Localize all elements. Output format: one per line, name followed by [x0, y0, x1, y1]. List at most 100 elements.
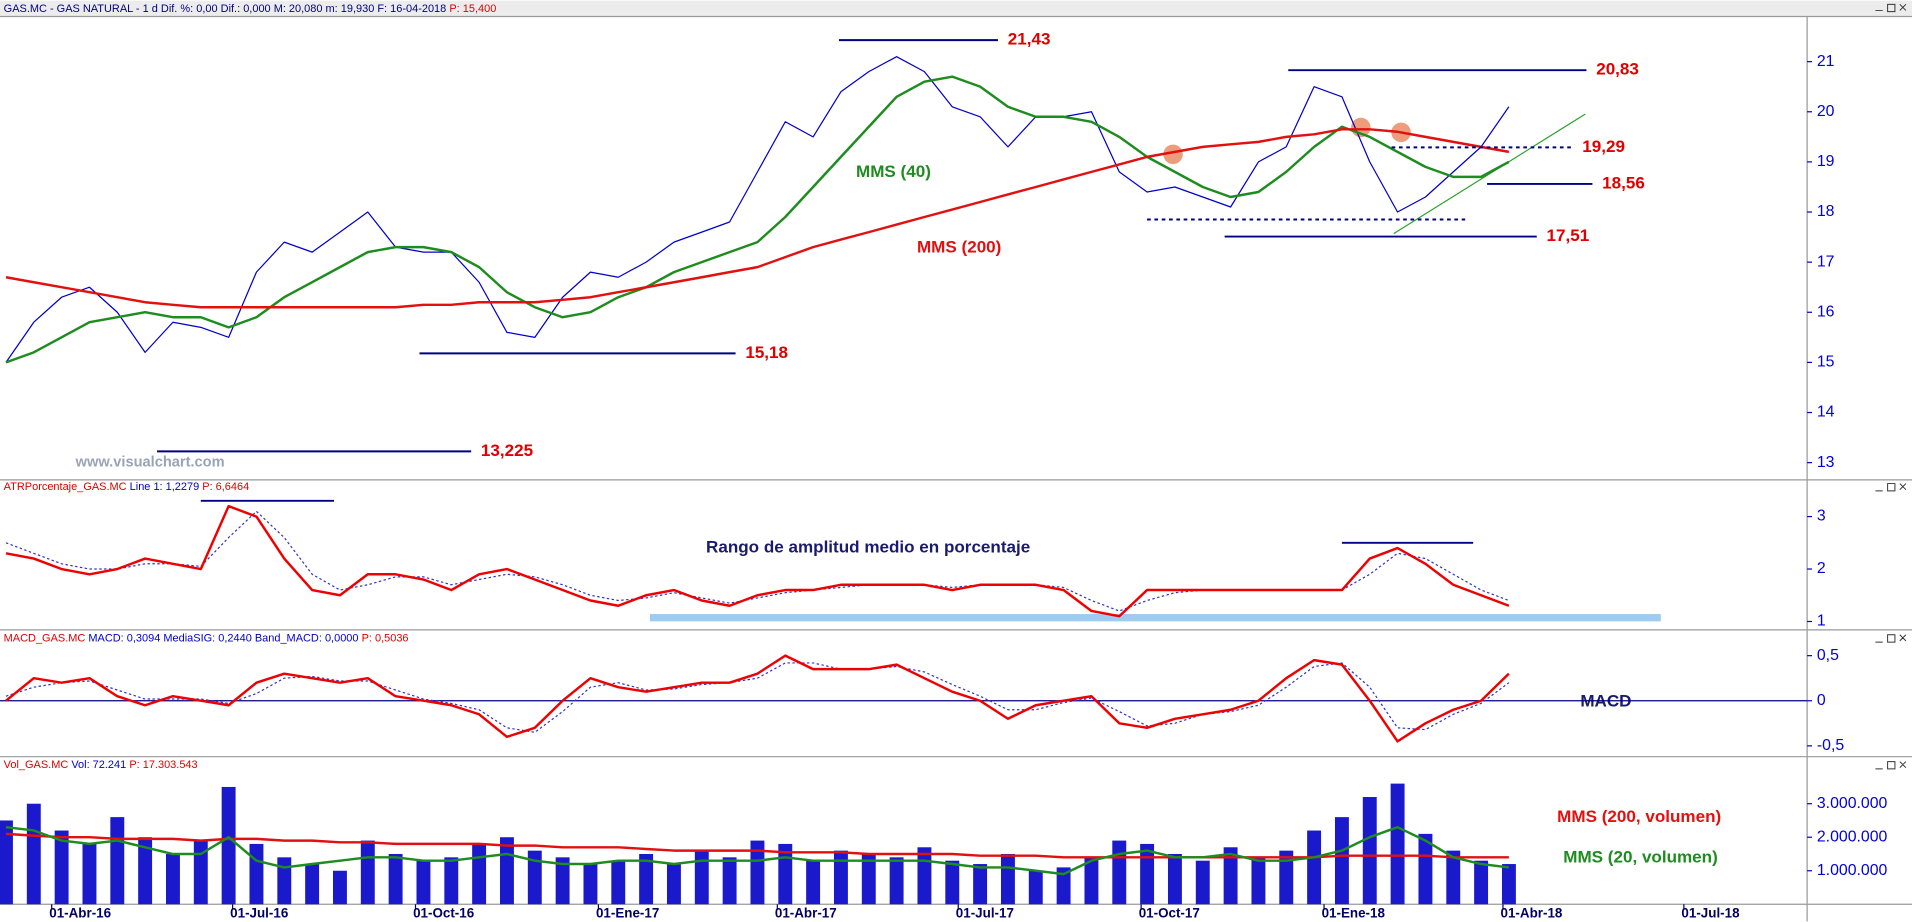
volume-bar: [861, 853, 876, 905]
volume-bar: [166, 853, 180, 905]
series-line: [5, 56, 1510, 363]
volume-bar: [305, 864, 320, 905]
y-tick-label: 0,5: [1817, 647, 1839, 664]
panel-header-text: ATRPorcentaje_GAS.MC Line 1: 1,2279 P: 6…: [4, 481, 250, 493]
volume-bar: [1167, 853, 1182, 905]
series-line: [5, 128, 1510, 309]
series-line: [5, 825, 1510, 876]
y-tick-label: 3.000.000: [1817, 795, 1888, 812]
panel-header: [0, 479, 1912, 495]
volume-bar: [750, 840, 765, 905]
volume-bar: [1084, 857, 1099, 905]
volume-bar: [1251, 857, 1266, 905]
volume-bar: [527, 850, 542, 905]
volume-bar: [110, 817, 125, 905]
volume-bar: [221, 786, 236, 905]
x-tick-label: 01-Jul-16: [230, 906, 288, 921]
annotation: Rango de amplitud medio en porcentaje: [706, 538, 1030, 557]
volume-bar: [1501, 864, 1516, 905]
header-part: MACD_GAS.MC: [4, 632, 86, 644]
series-line: [5, 510, 1510, 612]
series-line: [5, 654, 1510, 743]
volume-bar: [666, 864, 681, 905]
header-part: GAS.MC - GAS NATURAL - 1 d Dif. %: 0,00 …: [4, 3, 447, 15]
volume-bar: [138, 837, 153, 905]
volume-bar: [583, 864, 598, 905]
y-tick-label: 15: [1817, 354, 1835, 371]
header-part: Vol_GAS.MC: [4, 759, 69, 771]
volume-bar: [1334, 817, 1349, 905]
volume-bar: [472, 843, 487, 905]
volume-bar: [82, 843, 97, 905]
x-tick-label: 01-Abr-18: [1501, 906, 1563, 921]
volume-bar: [806, 860, 821, 905]
level-label: 20,83: [1596, 60, 1639, 79]
y-tick-label: 17: [1817, 253, 1835, 270]
volume-bar: [1307, 830, 1322, 905]
volume-bar: [778, 843, 793, 905]
series-line: [5, 662, 1510, 733]
volume-bar: [917, 847, 932, 905]
volume-bar: [1140, 843, 1155, 905]
cross-marker: [1163, 144, 1183, 165]
volume-bar: [1362, 797, 1377, 905]
y-tick-label: 18: [1817, 203, 1835, 220]
y-tick-label: 14: [1817, 404, 1835, 421]
x-tick-label: 01-Ene-17: [596, 906, 659, 921]
header-part: MACD: 0,3094 MediaSIG: 0,2440 Band_MACD:…: [88, 632, 358, 644]
series-label: MMS (40): [856, 162, 931, 181]
series-line: [5, 832, 1509, 859]
volume-bar: [444, 857, 459, 905]
window-controls[interactable]: [1875, 761, 1907, 770]
volume-bar: [639, 853, 654, 905]
volume-bar: [332, 870, 347, 905]
trend-line: [1393, 113, 1586, 235]
volume-bar: [54, 830, 69, 905]
y-tick-label: 21: [1817, 53, 1835, 70]
volume-bar: [249, 843, 264, 905]
volume-bar: [1446, 850, 1461, 905]
highlight-band: [649, 614, 1661, 622]
series-line: [5, 75, 1510, 364]
window-controls[interactable]: [1875, 483, 1907, 492]
volume-bar: [1223, 847, 1238, 905]
volume-bar: [611, 860, 626, 905]
x-tick-label: 01-Jul-18: [1681, 906, 1740, 921]
volume-bar: [1112, 840, 1127, 905]
level-label: 21,43: [1008, 30, 1051, 49]
volume-bar: [973, 864, 988, 905]
y-tick-label: 1: [1817, 613, 1826, 630]
volume-bar: [1000, 853, 1015, 905]
volume-bar: [388, 853, 403, 905]
x-tick-label: 01-Abr-17: [775, 906, 837, 921]
header-part: Line 1: 1,2279: [130, 481, 200, 493]
x-tick-label: 01-Oct-17: [1139, 906, 1200, 921]
volume-bar: [1474, 860, 1489, 905]
level-label: 17,51: [1547, 226, 1590, 245]
volume-bar: [555, 857, 570, 905]
volume-bar: [1390, 783, 1405, 905]
volume-bar: [360, 840, 375, 905]
series-label: MMS (200, volumen): [1557, 807, 1721, 826]
window-controls[interactable]: [1875, 634, 1907, 643]
y-tick-label: 16: [1817, 303, 1835, 320]
window-controls[interactable]: [1875, 3, 1907, 13]
y-tick-label: 20: [1817, 103, 1835, 120]
volume-bar: [416, 860, 431, 905]
x-tick-label: 01-Oct-16: [413, 906, 474, 921]
y-tick-label: 3: [1817, 508, 1826, 525]
y-tick-label: 2.000.000: [1817, 828, 1888, 845]
volume-bar: [0, 820, 13, 905]
header-bar: [0, 0, 1912, 17]
volume-bar: [499, 837, 514, 905]
volume-bar: [1418, 833, 1433, 905]
y-tick-label: -0,5: [1817, 737, 1844, 754]
y-tick-label: 19: [1817, 153, 1835, 170]
panel-header-text: GAS.MC - GAS NATURAL - 1 d Dif. %: 0,00 …: [4, 3, 497, 15]
x-tick-label: 01-Abr-16: [49, 906, 111, 921]
volume-bar: [1056, 867, 1071, 905]
y-tick-label: 2: [1817, 560, 1826, 577]
volume-bar: [1195, 860, 1210, 905]
